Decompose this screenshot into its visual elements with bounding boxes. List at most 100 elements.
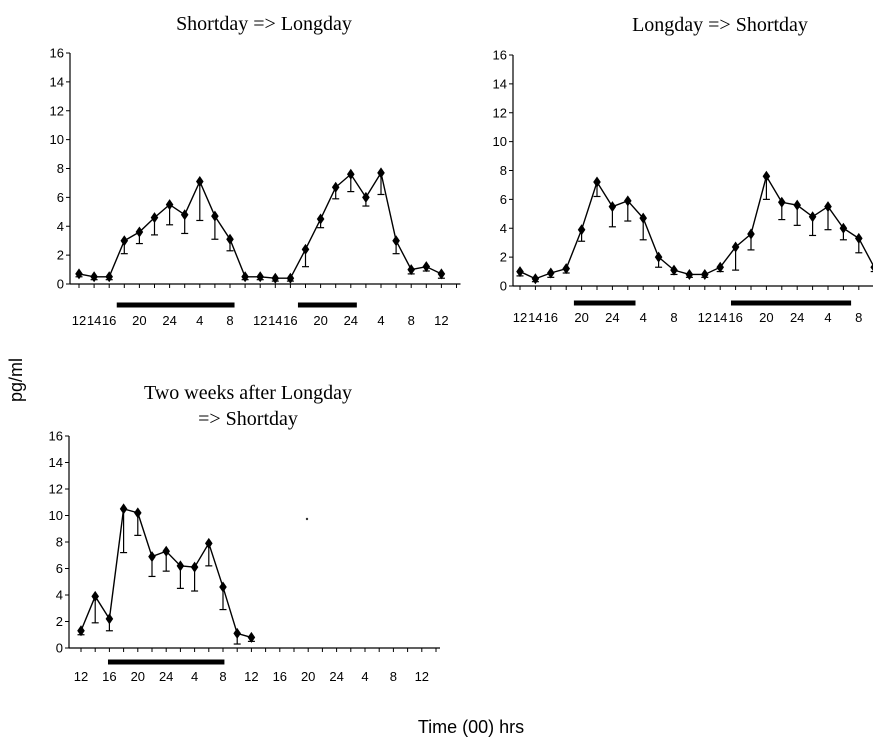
y-tick-label: 14 [49, 455, 63, 470]
y-tick-label: 6 [57, 190, 64, 205]
data-point-marker [347, 168, 355, 180]
data-point-marker [608, 201, 617, 213]
data-point-marker [286, 272, 295, 284]
y-tick-label: 0 [56, 641, 63, 656]
data-point-marker [134, 507, 142, 519]
x-tick-label: 12 [698, 310, 712, 325]
y-tick-label: 8 [56, 535, 63, 550]
y-tick-label: 2 [57, 248, 64, 263]
x-tick-label: 4 [640, 310, 647, 325]
dark-period-bar [116, 302, 235, 308]
chart-title: => Shortday [198, 408, 298, 430]
data-point-marker [516, 266, 524, 278]
dark-period-bar [730, 300, 852, 306]
x-tick-label: 8 [226, 313, 233, 328]
stray-dot [305, 517, 309, 521]
y-tick-label: 12 [493, 105, 507, 120]
y-tick-label: 0 [57, 277, 64, 292]
chart-panel-3: Two weeks after Longday=> Shortday024681… [49, 382, 440, 684]
x-tick-label: 4 [377, 313, 384, 328]
x-tick-label: 12 [513, 310, 527, 325]
x-tick-label: 8 [408, 313, 415, 328]
chart-title: Two weeks after Longday [144, 382, 352, 404]
data-point-marker [531, 273, 540, 285]
data-point-marker [119, 503, 128, 515]
chart-title: Shortday => Longday [176, 13, 352, 35]
data-point-marker [105, 613, 114, 625]
x-tick-label: 20 [574, 310, 588, 325]
x-tick-label: 24 [162, 313, 176, 328]
x-tick-label: 8 [219, 669, 226, 684]
y-tick-label: 12 [50, 103, 64, 118]
data-point-marker [162, 545, 170, 557]
x-tick-label: 20 [131, 669, 145, 684]
x-tick-label: 16 [544, 310, 558, 325]
y-tick-label: 12 [49, 482, 63, 497]
x-tick-label: 16 [728, 310, 742, 325]
x-tick-label: 14 [528, 310, 542, 325]
x-tick-label: 20 [313, 313, 327, 328]
y-tick-label: 4 [57, 219, 64, 234]
y-axis-label: pg/ml [6, 358, 26, 402]
y-tick-label: 10 [49, 508, 63, 523]
data-point-marker [165, 199, 174, 211]
data-point-marker [196, 175, 204, 187]
data-point-marker [75, 268, 83, 280]
y-tick-label: 6 [56, 561, 63, 576]
x-tick-label: 16 [283, 313, 297, 328]
data-point-marker [150, 212, 159, 224]
data-point-marker [256, 271, 264, 283]
data-point-marker [362, 191, 370, 203]
data-point-marker [148, 551, 156, 563]
x-tick-label: 20 [301, 669, 315, 684]
x-tick-label: 24 [329, 669, 343, 684]
data-point-marker [593, 176, 601, 188]
x-tick-label: 16 [102, 669, 116, 684]
data-point-marker [219, 581, 227, 593]
x-tick-label: 8 [855, 310, 862, 325]
x-axis-label: Time (00) hrs [418, 717, 524, 737]
x-tick-label: 14 [713, 310, 727, 325]
y-tick-label: 2 [56, 614, 63, 629]
data-point-marker [685, 268, 694, 280]
y-tick-label: 14 [493, 76, 507, 91]
x-tick-label: 4 [361, 669, 368, 684]
data-point-marker [437, 268, 446, 280]
data-point-marker [316, 213, 325, 225]
data-point-marker [855, 232, 863, 244]
y-tick-label: 16 [493, 48, 507, 63]
data-point-marker [90, 271, 98, 283]
dark-period-bar [573, 300, 636, 306]
data-point-marker [731, 241, 740, 253]
x-tick-label: 24 [159, 669, 173, 684]
data-point-marker [105, 271, 113, 283]
series-line [519, 174, 873, 280]
data-point-marker [407, 264, 415, 276]
data-point-marker [839, 222, 848, 234]
data-point-marker [793, 199, 801, 211]
data-point-marker [233, 627, 241, 639]
data-point-marker [654, 251, 663, 263]
x-tick-label: 8 [670, 310, 677, 325]
data-point-marker [747, 228, 755, 240]
data-point-marker [808, 211, 817, 223]
data-point-marker [190, 561, 199, 573]
data-point-marker [547, 267, 555, 279]
x-tick-label: 24 [605, 310, 619, 325]
x-tick-label: 12 [244, 669, 258, 684]
data-point-marker [422, 261, 431, 273]
x-tick-label: 12 [434, 313, 448, 328]
data-point-marker [180, 209, 189, 221]
y-tick-label: 6 [500, 192, 507, 207]
x-tick-label: 8 [390, 669, 397, 684]
y-tick-label: 4 [500, 221, 507, 236]
data-point-marker [624, 195, 632, 207]
x-tick-label: 12 [72, 313, 86, 328]
dark-period-bar [107, 659, 225, 665]
data-point-marker [211, 210, 219, 222]
data-point-marker [870, 263, 873, 271]
